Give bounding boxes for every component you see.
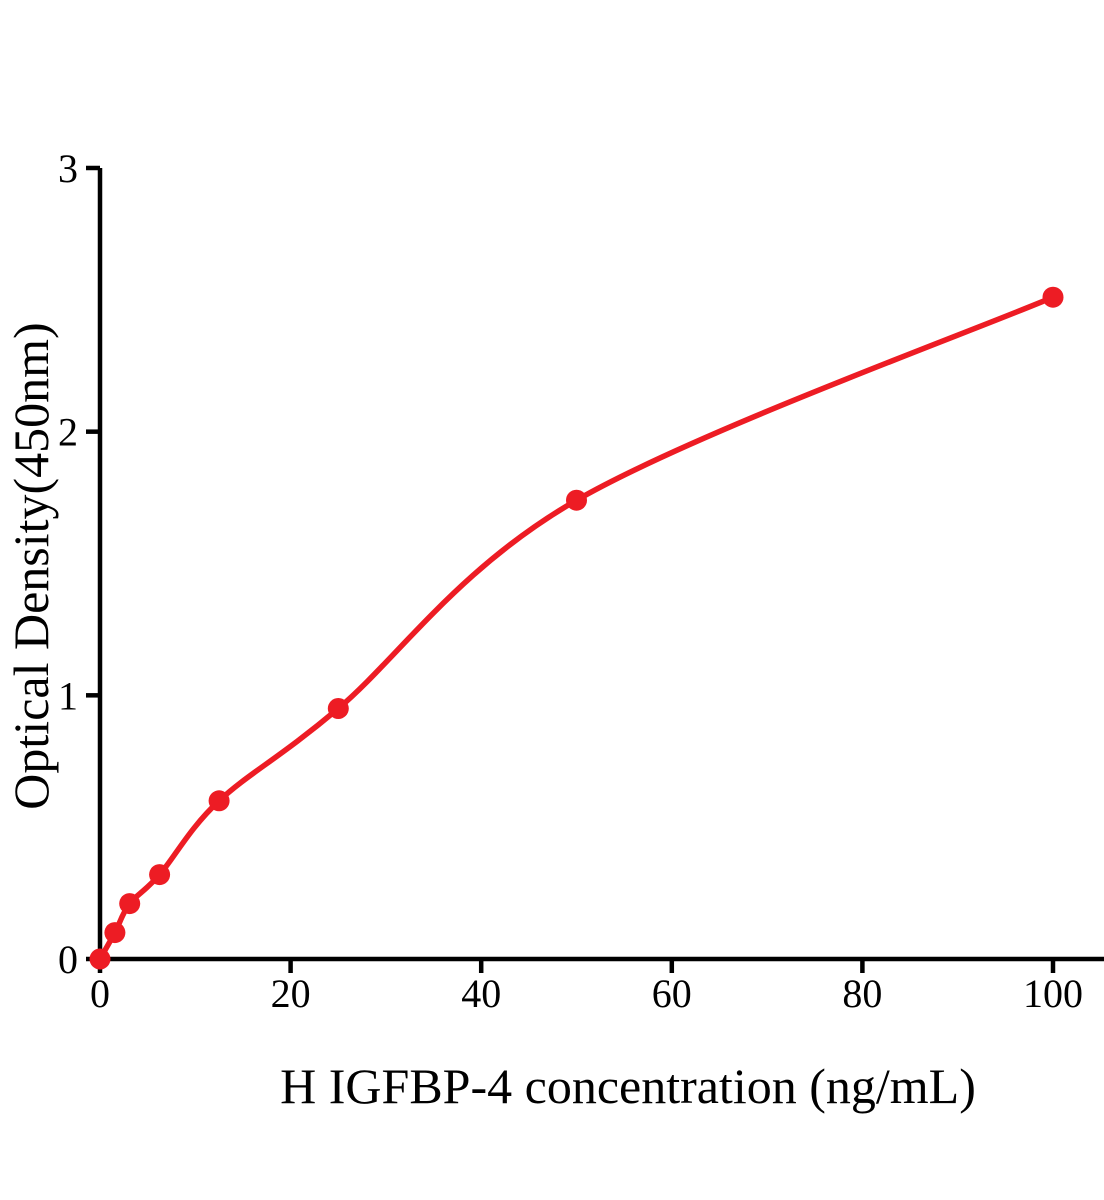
x-tick-label: 40 [461,971,501,1016]
y-axis-title: Optical Density(450nm) [3,322,59,809]
y-tick-label: 2 [58,410,78,455]
data-point [1042,286,1064,308]
x-tick-label: 0 [90,971,110,1016]
x-tick-label: 100 [1023,971,1083,1016]
x-tick-label: 60 [652,971,692,1016]
data-point [119,893,141,915]
x-tick-label: 20 [271,971,311,1016]
data-point [566,489,587,511]
y-tick-label: 3 [58,146,78,191]
data-point [104,922,126,944]
data-points-layer [89,286,1064,970]
data-point [327,698,349,719]
axes-layer: 0 1 2 3 0 20 40 60 80 100 [58,146,1104,1016]
data-point [149,864,171,886]
x-axis-title: H IGFBP-4 concentration (ng/mL) [280,1058,976,1114]
data-point [208,790,230,812]
fit-curve [97,294,1056,962]
x-tick-label: 80 [842,971,882,1016]
data-point [89,948,111,970]
y-tick-label: 1 [58,673,78,718]
fit-curve-layer [97,294,1056,962]
y-tick-label: 0 [58,937,78,982]
